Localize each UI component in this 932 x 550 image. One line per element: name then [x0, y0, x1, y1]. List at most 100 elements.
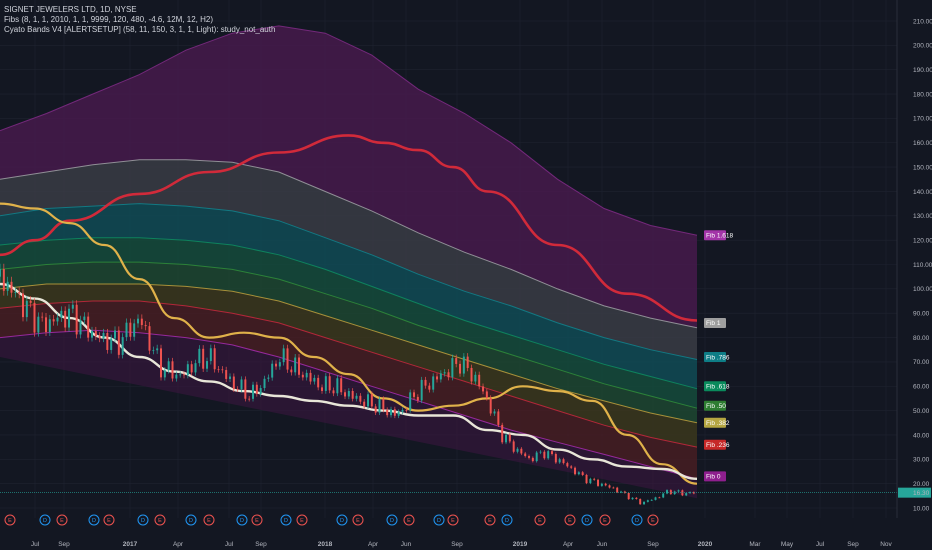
candle-body	[148, 326, 151, 351]
price-axis[interactable]: 210.00 200.00 190.00 180.00 170.00 160.00 150.…	[896, 0, 932, 550]
fib-label[interactable]: Fib .236	[704, 439, 730, 450]
fibs-indicator-label[interactable]: Fibs (8, 1, 1, 2010, 1, 1, 9999, 120, 48…	[4, 15, 214, 24]
fib-label[interactable]: Fib 1.618	[704, 230, 733, 241]
dividend-marker[interactable]: D	[433, 514, 445, 526]
earnings-marker[interactable]: E	[103, 514, 115, 526]
candle-body	[48, 319, 51, 332]
fib-label[interactable]: Fib 0	[704, 471, 726, 482]
candle-body	[428, 385, 431, 390]
series-line-red	[0, 134, 698, 322]
fib-label-text: Fib 0	[706, 474, 721, 481]
candle-body	[163, 370, 166, 378]
fib-label[interactable]: Fib .382	[704, 417, 730, 428]
earnings-marker[interactable]: E	[647, 514, 659, 526]
candle-body	[470, 367, 473, 382]
fib-label[interactable]: Fib .50	[704, 400, 726, 411]
earnings-marker[interactable]: E	[403, 514, 415, 526]
band-line-.236	[0, 300, 698, 448]
earnings-marker[interactable]: E	[484, 514, 496, 526]
current-price-value: 16.30	[913, 490, 930, 497]
dividend-marker[interactable]: D	[88, 514, 100, 526]
candle-body	[524, 453, 527, 457]
candle-body	[424, 379, 427, 386]
candle-body	[217, 369, 220, 371]
earnings-marker[interactable]: E	[251, 514, 263, 526]
dividend-marker[interactable]: D	[386, 514, 398, 526]
candle-body	[420, 379, 423, 401]
dividend-marker[interactable]: D	[581, 514, 593, 526]
candle-body	[344, 392, 347, 397]
earnings-marker[interactable]: E	[296, 514, 308, 526]
candle-body	[355, 395, 358, 399]
earnings-marker[interactable]: E	[447, 514, 459, 526]
candle-body	[439, 373, 442, 380]
candle-body	[554, 453, 557, 463]
candle-body	[620, 491, 623, 493]
series-line-gold	[0, 202, 698, 485]
dividend-marker[interactable]: D	[501, 514, 513, 526]
price-tick-label: 170.00	[913, 116, 932, 123]
earnings-marker[interactable]: E	[599, 514, 611, 526]
event-marker-label: D	[437, 518, 441, 524]
candle-body	[612, 487, 615, 489]
time-tick-label: 2020	[698, 541, 713, 548]
candle-body	[263, 378, 266, 389]
earnings-marker[interactable]: E	[154, 514, 166, 526]
earnings-marker[interactable]: E	[564, 514, 576, 526]
candle-body	[213, 348, 216, 370]
earnings-marker[interactable]: E	[56, 514, 68, 526]
dividend-marker[interactable]: D	[185, 514, 197, 526]
candle-body	[183, 374, 186, 376]
event-marker-label: E	[538, 518, 542, 524]
event-marker-circle	[647, 514, 659, 526]
event-marker-label: D	[340, 518, 344, 524]
candle-body	[627, 492, 630, 500]
earnings-marker[interactable]: E	[534, 514, 546, 526]
price-tick-label: 10.00	[913, 505, 930, 512]
candle-body	[597, 479, 600, 486]
candle-body	[600, 483, 603, 486]
band-line-.786	[0, 203, 698, 360]
dividend-marker[interactable]: D	[336, 514, 348, 526]
candle-body	[516, 448, 519, 452]
symbol-title[interactable]: SIGNET JEWELERS LTD, 1D, NYSE	[4, 5, 137, 14]
candle-body	[646, 500, 649, 502]
candle-body	[589, 478, 592, 484]
price-tick-label: 200.00	[913, 43, 932, 50]
fib-label[interactable]: Fib .786	[704, 352, 730, 363]
candle-body	[489, 397, 492, 414]
cyato-bands-indicator-label[interactable]: Cyato Bands V4 [ALERTSETUP] (58, 11, 150…	[4, 25, 276, 34]
fib-label[interactable]: Fib .618	[704, 381, 730, 392]
dividend-marker[interactable]: D	[137, 514, 149, 526]
time-axis[interactable]: Jul Sep 2017 Apr Jul Sep 2018 Apr Jun Sep 2019 Apr J…	[0, 532, 932, 550]
candle-body	[547, 451, 550, 459]
candle-body	[685, 493, 688, 496]
event-marker-circle	[352, 514, 364, 526]
candle-body	[432, 376, 435, 390]
candle-body	[485, 391, 488, 398]
event-marker-circle	[386, 514, 398, 526]
earnings-marker[interactable]: E	[4, 514, 16, 526]
fib-label[interactable]: Fib 1	[704, 317, 726, 328]
fib-label-text: Fib .786	[706, 354, 730, 361]
candle-body	[474, 374, 477, 382]
dividend-marker[interactable]: D	[280, 514, 292, 526]
candle-body	[68, 308, 71, 328]
event-marker-circle	[185, 514, 197, 526]
event-marker-label: E	[568, 518, 572, 524]
dividend-marker[interactable]: D	[236, 514, 248, 526]
candle-body	[133, 323, 136, 337]
dividend-marker[interactable]: D	[631, 514, 643, 526]
fib-labels: Fib 1.618 Fib 1 Fib .786 Fib .618 Fib .50 Fib…	[704, 230, 733, 482]
candle-body	[650, 499, 653, 501]
time-tick-label: May	[781, 541, 794, 548]
band-fill-1.618	[0, 25, 697, 328]
candle-body	[497, 411, 500, 425]
earnings-marker[interactable]: E	[203, 514, 215, 526]
candle-body	[397, 411, 400, 416]
earnings-marker[interactable]: E	[352, 514, 364, 526]
candle-body	[313, 377, 316, 382]
dividend-marker[interactable]: D	[39, 514, 51, 526]
